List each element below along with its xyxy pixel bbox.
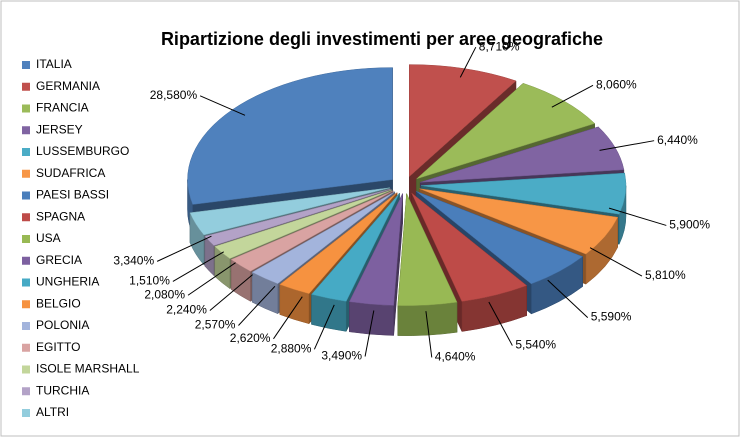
data-label: 3,340% [113,254,154,268]
slice-wall [349,301,394,336]
leader-line [199,95,246,116]
slice [230,190,394,272]
leader-line [364,310,375,357]
legend-swatch [22,387,30,396]
legend-label: JERSEY [36,122,83,136]
leader-line [172,251,224,282]
legend-swatch [22,191,30,200]
legend-label: POLONIA [36,318,89,332]
data-label: 5,590% [591,310,632,324]
data-label: 2,570% [195,318,236,332]
legend-label: FRANCIA [36,101,89,115]
slice [311,193,400,302]
legend-label: SUDAFRICA [36,166,105,180]
leader-line [547,279,589,318]
slice [411,192,528,302]
legend-label: EGITTO [36,340,80,354]
legend-swatch [22,169,30,178]
data-label: 6,440% [657,133,698,147]
legend-swatch [22,256,30,265]
leader-line [488,301,513,346]
legend-label: PAESI BASSI [36,188,109,202]
legend-label: ALTRI [36,405,69,419]
slice [397,192,458,306]
legend-swatch [22,278,30,287]
data-label: 28,580% [150,88,198,102]
leader-line [589,247,643,277]
data-label: 8,060% [596,77,637,91]
legend-swatch [22,343,30,352]
data-label: 3,490% [321,349,362,363]
legend-label: ISOLE MARSHALL [36,362,140,376]
leader-line [551,84,594,108]
legend-label: ITALIA [36,57,72,71]
leader-line [599,140,655,151]
leader-line [313,304,335,350]
data-label: 4,640% [435,350,476,364]
slice [204,188,391,246]
legend-label: GRECIA [36,253,82,267]
legend-swatch [22,213,30,222]
legend-swatch [22,61,30,69]
leader-line [187,262,236,296]
data-label: 1,510% [129,274,170,288]
data-label: 2,620% [230,331,271,345]
leader-line [156,235,212,262]
data-label: 2,240% [166,303,207,317]
legend-swatch [22,104,30,113]
leader-line [425,311,433,358]
data-label: 5,810% [645,268,686,282]
legend-label: USA [36,231,61,245]
slice [416,191,584,285]
leader-line [273,296,303,340]
legend-label: GERMANIA [36,79,100,93]
legend-swatch [22,300,30,309]
data-label: 5,540% [515,338,556,352]
legend-swatch [22,409,30,417]
slice [189,187,390,236]
leader-line [209,274,253,311]
slice [279,192,398,294]
chart-title: Ripartizione degli investimenti per aree… [161,29,603,49]
slice [251,191,395,284]
legend-label: LUSSEMBURGO [36,144,129,158]
data-label: 2,080% [144,287,185,301]
data-label: 5,900% [669,218,710,232]
slice [419,188,619,255]
legend-label: BELGIO [36,296,81,310]
legend-swatch [22,148,30,156]
legend-label: TURCHIA [36,383,89,397]
slice [420,172,627,215]
leader-line [608,207,667,226]
data-label: 8,710% [479,39,520,53]
legend-swatch [22,322,30,330]
legend-swatch [22,82,30,91]
legend-label: UNGHERIA [36,275,99,289]
legend-swatch [22,126,30,135]
data-label: 2,880% [271,341,312,355]
slice [348,193,403,306]
leader-line [459,46,477,78]
leader-line [238,285,276,326]
legend-swatch [22,365,30,374]
legend-label: SPAGNA [36,209,85,223]
legend-swatch [22,235,30,243]
